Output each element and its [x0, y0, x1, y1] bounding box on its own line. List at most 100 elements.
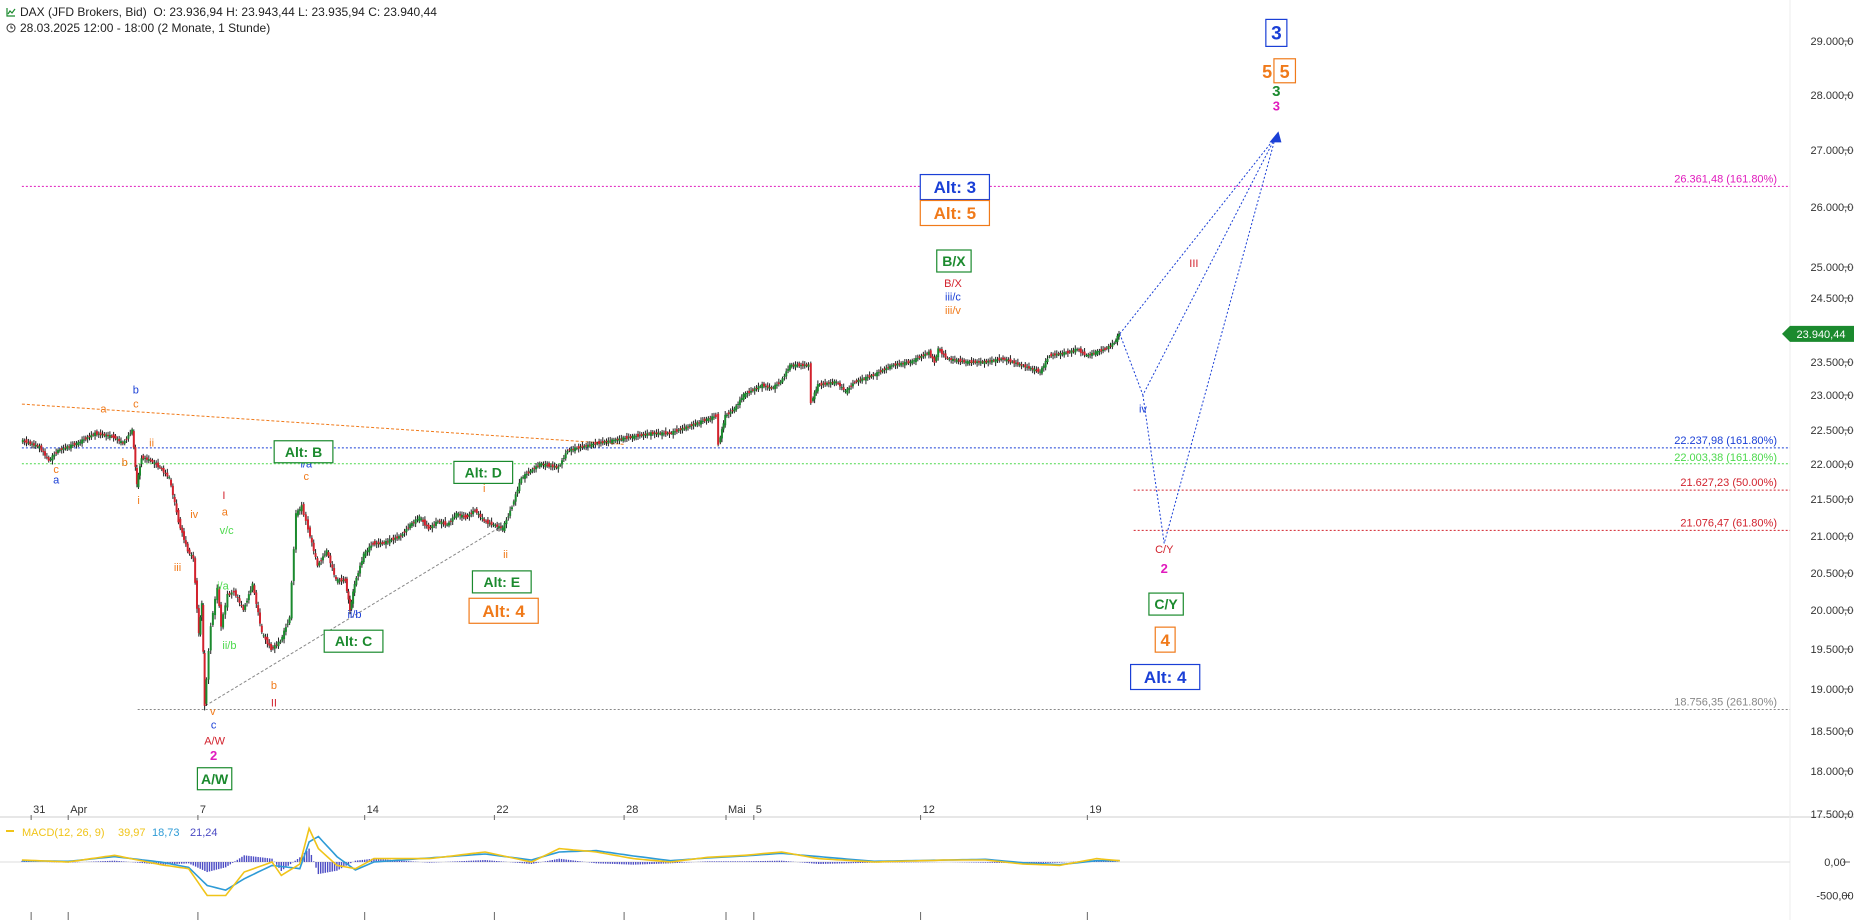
wave-box — [471, 570, 532, 594]
candle-body — [609, 440, 612, 442]
candle-body — [677, 429, 680, 432]
candle-body — [896, 363, 899, 366]
candle-body — [470, 512, 473, 514]
candle-body — [742, 393, 745, 401]
candle-body — [433, 524, 436, 526]
candle-body — [105, 434, 108, 437]
wave-box-label: Alt: B — [285, 444, 322, 460]
candle-body — [976, 361, 979, 364]
target-label: 3 — [1273, 99, 1280, 114]
candle-body — [283, 630, 286, 640]
candle-body — [496, 524, 499, 527]
candle-body — [900, 362, 903, 366]
candle-body — [38, 445, 41, 449]
candle-body — [1089, 353, 1092, 355]
candle-body — [1066, 350, 1069, 354]
candle-body — [883, 368, 886, 371]
candle-body — [220, 604, 223, 627]
candle-body — [1085, 355, 1088, 357]
wave-box-label: Alt: D — [465, 464, 502, 480]
candle-body — [711, 416, 714, 421]
candle-body — [202, 604, 205, 652]
candle-body — [107, 434, 110, 437]
candle-body — [1007, 360, 1010, 362]
candle-body — [383, 542, 386, 544]
candle-body — [422, 519, 425, 522]
candle-body — [314, 553, 317, 558]
candle-body — [611, 439, 614, 444]
candle-body — [1079, 348, 1082, 353]
wave-box-label: Alt: 3 — [934, 178, 977, 197]
candle-body — [211, 612, 214, 625]
candle-body — [594, 441, 597, 445]
candle-body — [876, 372, 879, 377]
candle-body — [1090, 352, 1093, 356]
target-label: 5 — [1262, 62, 1272, 82]
wave-box-label: 4 — [1160, 631, 1170, 650]
candle-body — [325, 550, 328, 555]
candle-body — [985, 360, 988, 363]
candle-body — [195, 580, 198, 609]
candle-body — [659, 432, 662, 434]
candle-body — [1057, 353, 1060, 355]
candle-body — [737, 403, 740, 406]
candle-body — [194, 558, 197, 583]
candle-body — [49, 458, 52, 461]
candle-body — [599, 442, 602, 444]
candle-body — [714, 414, 717, 418]
candle-body — [25, 439, 28, 444]
target-label: 3 — [1272, 83, 1280, 100]
candle-body — [264, 636, 267, 640]
candle-body — [1018, 363, 1021, 366]
projection-path — [1142, 137, 1276, 544]
candle-body — [230, 592, 233, 595]
candle-body — [359, 565, 362, 574]
candle-body — [153, 462, 156, 465]
candle-body — [629, 435, 632, 438]
candle-body — [466, 515, 469, 518]
candle-body — [416, 519, 419, 521]
candle-body — [175, 503, 178, 513]
candle-body — [981, 361, 984, 363]
wave-box — [1265, 18, 1288, 47]
candle-body — [657, 432, 660, 436]
candle-body — [712, 416, 715, 418]
candle-body — [58, 449, 61, 451]
candle-body — [540, 463, 543, 466]
candle-body — [616, 438, 619, 441]
candle-body — [648, 433, 651, 435]
candle-body — [1046, 358, 1049, 362]
candle-body — [748, 390, 751, 394]
candle-body — [816, 384, 819, 392]
candle-body — [914, 358, 917, 363]
price-axis-label: 19.500,00 — [1811, 644, 1854, 656]
wave-label: i — [483, 483, 485, 495]
candle-body — [99, 432, 102, 436]
candle-body — [731, 410, 734, 412]
candle-body — [1063, 352, 1066, 356]
candle-body — [139, 466, 142, 476]
candle-body — [512, 501, 515, 505]
candle-body — [218, 588, 221, 607]
candle-body — [90, 434, 93, 438]
candle-body — [911, 360, 914, 364]
candle-body — [155, 463, 158, 465]
wave-label: c — [304, 471, 310, 483]
wave-label: ii — [149, 437, 154, 449]
candle-body — [1020, 364, 1023, 366]
candle-body — [546, 465, 549, 467]
candle-body — [744, 392, 747, 398]
candle-body — [798, 363, 801, 367]
candle-body — [733, 408, 736, 412]
candle-body — [877, 372, 880, 374]
candle-body — [69, 444, 72, 449]
candle-body — [887, 367, 890, 369]
candle-body — [979, 361, 982, 364]
candle-body — [989, 360, 992, 362]
candle-body — [855, 380, 858, 382]
candle-body — [674, 431, 677, 433]
fib-level-label: 21.627,23 (50.00%) — [1680, 477, 1777, 489]
price-axis-label: 20.500,00 — [1811, 568, 1854, 580]
candle-body — [120, 441, 123, 444]
